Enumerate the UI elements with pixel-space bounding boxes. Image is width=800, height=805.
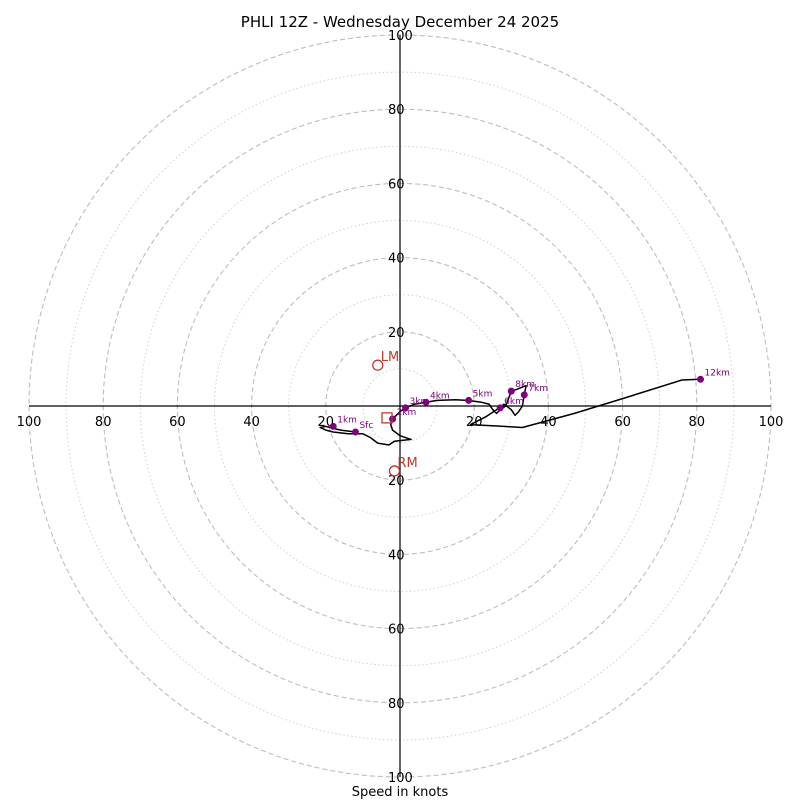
height-marker-6km [496,404,504,412]
x-tick-label: 100 [17,415,42,430]
height-label-4km: 4km [430,391,450,401]
height-label-Sfc: Sfc [359,421,373,431]
storm-motion-markers: LM RM [372,350,418,477]
storm-marker-LM [372,359,384,371]
storm-marker-RM [388,465,401,477]
height-label-2km: 2km [397,408,417,418]
wind-trace [319,378,701,446]
y-tick-label: 80 [388,697,405,712]
hodograph-trace [319,378,701,446]
height-marker-Sfc [351,428,359,436]
x-axis-label: Speed in knots [352,785,449,800]
height-marker-7km [520,391,528,399]
y-tick-label: 80 [388,103,405,118]
x-tick-label: 80 [689,415,706,430]
height-marker-3km [402,404,410,412]
storm-label-RM: RM [397,456,417,471]
y-tick-label: 20 [388,474,405,489]
height-label-3km: 3km [410,397,430,407]
storm-label-LM: LM [381,350,399,365]
y-tick-label: 60 [388,623,405,638]
chart-title: PHLI 12Z - Wednesday December 24 2025 [241,13,559,31]
x-tick-label: 60 [614,415,631,430]
tick-labels: 100 80 60 40 20 20 40 60 80 100100806040202040608… [17,29,784,786]
height-marker-12km [697,375,705,383]
y-tick-label: 40 [388,252,405,267]
height-label-12km: 12km [705,368,730,378]
height-label-1km: 1km [337,415,357,425]
y-tick-label: 60 [388,177,405,192]
height-marker-5km [465,396,473,404]
x-tick-label: 60 [169,415,186,430]
height-marker-1km [329,422,337,430]
y-tick-label: 20 [388,326,405,341]
height-label-7km: 7km [528,384,548,394]
height-label-8km: 8km [515,380,535,390]
x-tick-label: 80 [95,415,112,430]
height-label-6km: 6km [504,397,524,407]
height-marker-4km [422,398,430,406]
height-label-5km: 5km [473,389,493,399]
height-marker-8km [507,387,515,395]
y-tick-label: 40 [388,548,405,563]
axes [29,35,771,777]
mean-wind-marker [381,412,393,424]
x-tick-label: 40 [243,415,260,430]
x-tick-label: 100 [759,415,784,430]
y-tick-label: 100 [388,29,413,44]
y-tick-label: 100 [388,771,413,786]
